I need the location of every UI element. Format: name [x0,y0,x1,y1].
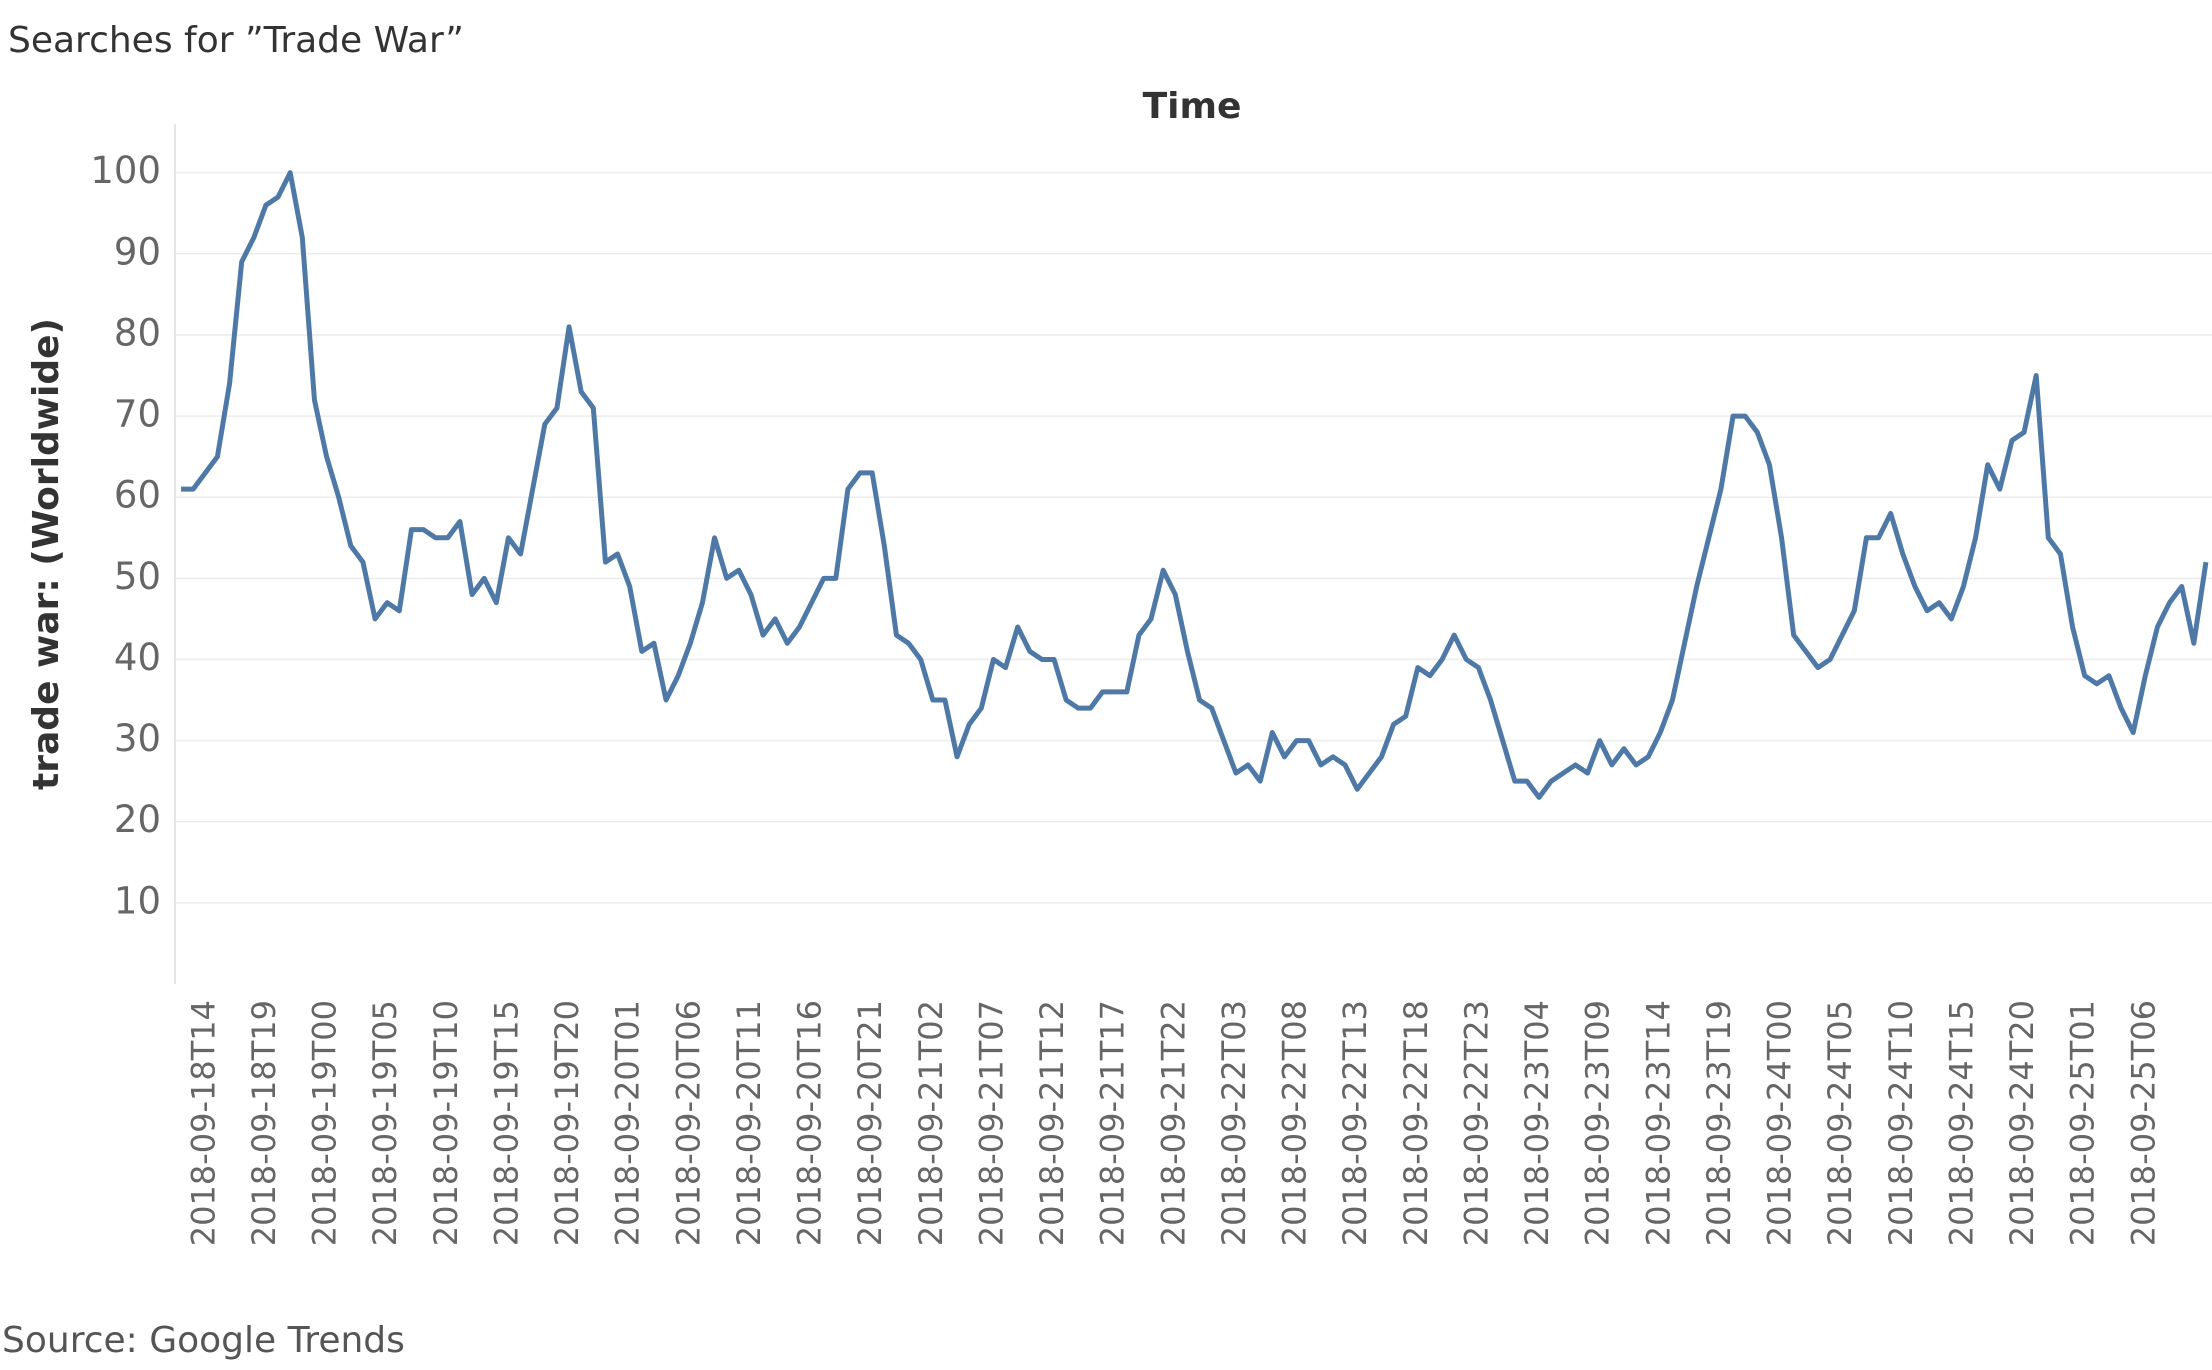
x-tick-label: 2018-09-20T06 [669,1000,707,1246]
y-tick-label: 50 [114,555,161,598]
x-tick-label: 2018-09-23T14 [1639,1000,1677,1246]
y-tick-label: 30 [114,717,161,760]
y-tick-label: 70 [114,393,161,436]
x-tick-label: 2018-09-22T03 [1215,1000,1253,1246]
y-tick-label: 60 [114,474,161,517]
x-tick-label: 2018-09-22T18 [1397,1000,1435,1246]
x-tick-label: 2018-09-22T13 [1336,1000,1374,1246]
x-tick-label: 2018-09-19T05 [366,1000,404,1246]
x-tick-label: 2018-09-18T19 [245,1000,283,1246]
source-note: Source: Google Trends [2,1320,405,1361]
x-tick-label: 2018-09-21T02 [912,1000,950,1246]
x-tick-label: 2018-09-19T00 [306,1000,344,1246]
x-tick-label: 2018-09-21T07 [972,1000,1010,1246]
y-axis-title: trade war: (Worldwide) [26,318,67,790]
x-tick-label: 2018-09-23T04 [1518,1000,1556,1246]
y-tick-label: 90 [114,230,161,273]
y-tick-label: 10 [114,879,161,922]
y-tick-label: 80 [114,311,161,354]
x-tick-label: 2018-09-21T22 [1154,1000,1192,1246]
x-tick-label: 2018-09-20T16 [791,1000,829,1246]
x-tick-label: 2018-09-24T05 [1821,1000,1859,1246]
x-tick-label: 2018-09-21T12 [1033,1000,1071,1246]
x-tick-label: 2018-09-22T23 [1457,1000,1495,1246]
x-tick-label: 2018-09-21T17 [1094,1000,1132,1246]
x-tick-label: 2018-09-25T01 [2064,1000,2102,1246]
chart-title: Searches for ”Trade War” [8,20,464,61]
x-tick-label: 2018-09-19T10 [427,1000,465,1246]
x-tick-label: 2018-09-24T10 [1882,1000,1920,1246]
x-tick-label: 2018-09-20T01 [609,1000,647,1246]
x-tick-label: 2018-09-23T19 [1700,1000,1738,1246]
x-tick-label: 2018-09-19T20 [548,1000,586,1246]
y-tick-label: 20 [114,798,161,841]
x-tick-label: 2018-09-22T08 [1276,1000,1314,1246]
x-tick-label: 2018-09-24T20 [2003,1000,2041,1246]
x-axis-title: Time [1143,86,1242,127]
x-tick-label: 2018-09-18T14 [184,1000,222,1246]
x-tick-label: 2018-09-24T15 [1942,1000,1980,1246]
x-tick-label: 2018-09-19T15 [487,1000,525,1246]
x-tick-label: 2018-09-20T21 [851,1000,889,1246]
x-tick-label: 2018-09-24T00 [1761,1000,1799,1246]
data-line [181,170,2209,800]
y-tick-label: 100 [90,149,161,192]
x-tick-label: 2018-09-25T06 [2124,1000,2162,1246]
y-tick-label: 40 [114,636,161,679]
x-tick-label: 2018-09-20T11 [730,1000,768,1246]
x-tick-label: 2018-09-23T09 [1579,1000,1617,1246]
